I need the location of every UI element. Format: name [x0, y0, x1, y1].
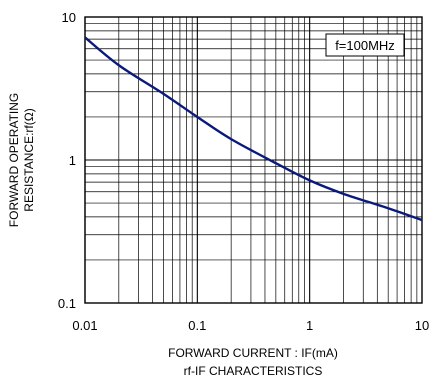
- y-axis-label-line-2: RESISTANCE:rf(Ω): [22, 108, 36, 211]
- x-tick-label: 0.1: [188, 318, 206, 333]
- y-tick-label: 1: [69, 153, 76, 168]
- grid: [84, 17, 422, 304]
- annotation-box: f=100MHz: [325, 33, 405, 57]
- series-line: [84, 36, 423, 222]
- x-tick-label: 10: [415, 318, 429, 333]
- x-tick-label: 0.01: [72, 318, 97, 333]
- y-axis-label-line-1: FORWARD OPERATING: [7, 93, 21, 227]
- x-axis-label: FORWARD CURRENT : IF(mA): [168, 346, 338, 360]
- y-tick-label: 0.1: [58, 296, 76, 311]
- annotation-text: f=100MHz: [335, 38, 395, 53]
- y-tick-labels: 10 1 0.1: [58, 10, 76, 311]
- x-tick-labels: 0.01 0.1 1 10: [72, 318, 429, 333]
- y-tick-label: 10: [62, 10, 76, 25]
- x-tick-label: 1: [306, 318, 313, 333]
- plot-frame: [84, 16, 423, 304]
- chart-caption: rf-IF CHARACTERISTICS: [184, 364, 323, 378]
